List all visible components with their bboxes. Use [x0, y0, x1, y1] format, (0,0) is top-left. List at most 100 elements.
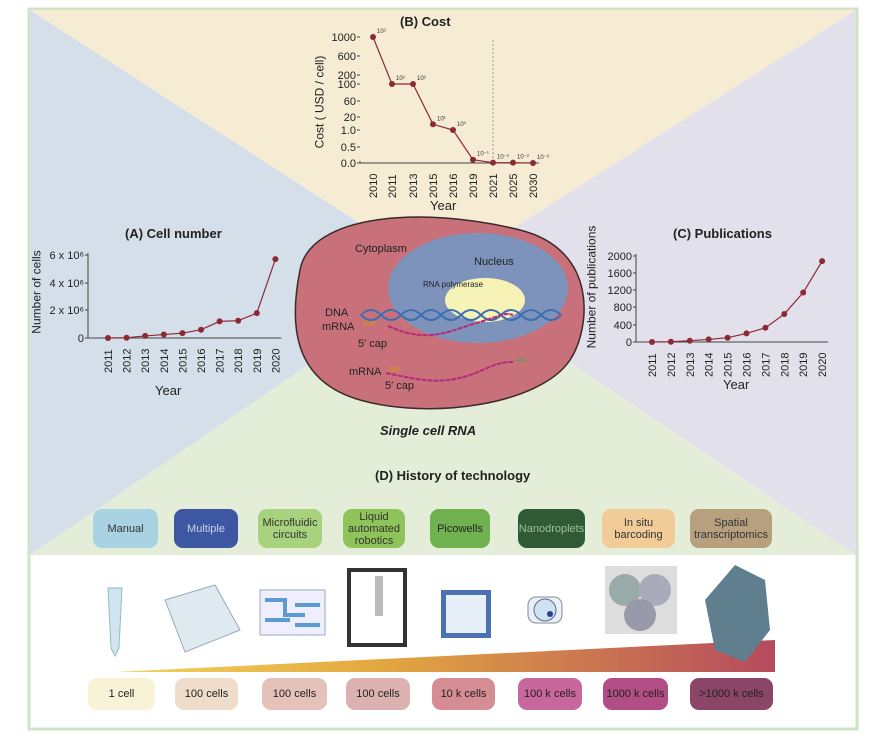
cell-count-box: 100 cells	[262, 678, 327, 710]
ppp-label: PPP	[363, 322, 376, 328]
cells-xlabel: Year	[155, 383, 182, 398]
nucleus-label: Nucleus	[474, 256, 514, 268]
pubs-data-point	[705, 336, 712, 343]
cost-data-point	[410, 81, 416, 87]
cost-x-tick-label: 2010	[368, 174, 380, 198]
microfluidic-chip-icon	[259, 589, 326, 636]
cells-x-tick-label: 2012	[122, 349, 134, 373]
cells-data-point	[160, 331, 167, 338]
cost-y-tick-label: 20	[344, 112, 356, 124]
nanodroplet-icon	[527, 596, 563, 624]
cost-title: (B) Cost	[400, 14, 451, 29]
cost-data-label: 10⁻²	[497, 155, 509, 161]
ppp-label-2: PPP	[388, 368, 401, 374]
pubs-ylabel: Number of publications	[584, 225, 599, 349]
cells-x-tick-label: 2019	[252, 349, 264, 373]
pubs-xlabel: Year	[723, 377, 750, 392]
quadrant-top	[30, 10, 856, 275]
cost-x-tick-label: 2025	[508, 174, 520, 198]
cost-data-point	[530, 159, 536, 166]
cost-data-label: 10⁻¹	[477, 152, 489, 158]
cost-series-line	[372, 36, 534, 164]
cost-data-label: 10⁻³	[537, 155, 549, 161]
tech-box: Microfluidic circuits	[258, 509, 322, 548]
cell-count-box: 100 k cells	[518, 678, 582, 710]
cell-count-label: >1000 k cells	[699, 688, 764, 700]
pubs-x-tick-label: 2013	[685, 353, 697, 377]
cells-title: (A) Cell number	[125, 226, 222, 241]
cost-data-point	[430, 121, 436, 128]
tech-box: Multiple	[174, 509, 238, 548]
dna-label: DNA	[325, 307, 349, 319]
tech-label: Microfluidic circuits	[262, 516, 318, 541]
tech-box: Manual	[93, 509, 158, 548]
robot-icon	[347, 568, 407, 647]
quadrant-left	[30, 10, 440, 555]
cell-count-box: >1000 k cells	[690, 678, 773, 710]
tech-box: Picowells	[430, 509, 490, 548]
pubs-x-tick-label: 2016	[742, 353, 754, 377]
cost-data-point	[490, 159, 496, 166]
tech-label: Liquid automated robotics	[348, 510, 400, 547]
cells-data-point	[216, 318, 223, 325]
pubs-data-point	[819, 258, 826, 265]
quadrant-right	[440, 10, 856, 555]
cells-x-tick-label: 2020	[270, 349, 282, 373]
cell-count-label: 1000 k cells	[606, 688, 665, 700]
cell-count-box: 10 k cells	[432, 678, 495, 710]
mrna-label-2: mRNA	[349, 366, 382, 378]
cells-data-point	[123, 334, 130, 341]
cost-data-point	[370, 34, 376, 40]
pubs-series-line	[651, 260, 823, 343]
cost-x-tick-label: 2013	[408, 174, 420, 198]
cell-caption: Single cell RNA	[380, 423, 477, 438]
pubs-x-tick-label: 2015	[723, 353, 735, 377]
tech-label: Picowells	[437, 522, 483, 535]
quadrant-bottom	[30, 275, 856, 555]
mrna-label: mRNA	[322, 321, 355, 333]
cap-label-2: 5′ cap	[385, 380, 414, 392]
tech-box: In situ barcoding	[602, 509, 675, 548]
tech-box: Spatial transcriptomics	[690, 509, 772, 548]
pubs-data-point	[743, 330, 750, 337]
cells-x-tick-label: 2015	[177, 349, 189, 373]
pubs-data-point	[781, 311, 788, 318]
pubs-title: (C) Publications	[673, 226, 772, 241]
cells-data-point	[105, 335, 111, 341]
pubs-y-tick-label: 1200	[608, 285, 632, 297]
cap-label: 5′ cap	[358, 338, 387, 350]
cost-x-tick-label: 2021	[488, 174, 500, 198]
pubs-x-tick-label: 2011	[647, 353, 659, 377]
cells-series-line	[107, 258, 276, 339]
cell-count-label: 1 cell	[108, 688, 135, 700]
cost-xlabel: Year	[430, 198, 457, 213]
cost-y-tick-label: 0.5	[341, 142, 356, 154]
polymerase-label: RNA polymerase	[423, 280, 484, 289]
cell-count-box: 100 cells	[346, 678, 410, 710]
cell-count-label: 10 k cells	[440, 688, 487, 700]
cost-data-label: 10⁰	[457, 121, 467, 128]
cost-data-label: 10³	[377, 29, 386, 35]
tech-label: Spatial transcriptomics	[694, 516, 768, 541]
cells-data-point	[253, 310, 260, 317]
cell-count-box: 1000 k cells	[603, 678, 668, 710]
cell-count-label: 100 cells	[356, 688, 400, 700]
cost-x-tick-label: 2016	[448, 174, 460, 198]
cost-y-tick-label: 100	[338, 79, 356, 91]
cost-x-tick-label: 2011	[387, 174, 399, 198]
polya-label: AAA	[515, 358, 528, 364]
cost-x-tick-label: 2030	[528, 174, 540, 198]
cells-ylabel: Number of cells	[29, 250, 44, 334]
cost-data-label: 10²	[396, 76, 405, 82]
pubs-y-tick-label: 0	[626, 337, 632, 349]
cost-y-tick-label: 1.0	[341, 125, 356, 137]
tube-icon	[107, 587, 123, 658]
pubs-x-tick-label: 2018	[779, 353, 791, 377]
cell-count-label: 100 cells	[184, 688, 229, 700]
cytoplasm-label: Cytoplasm	[355, 243, 407, 255]
cells-y-tick-label: 6 x 10⁶	[50, 250, 85, 262]
cell-count-label: 100 k cells	[524, 688, 576, 700]
